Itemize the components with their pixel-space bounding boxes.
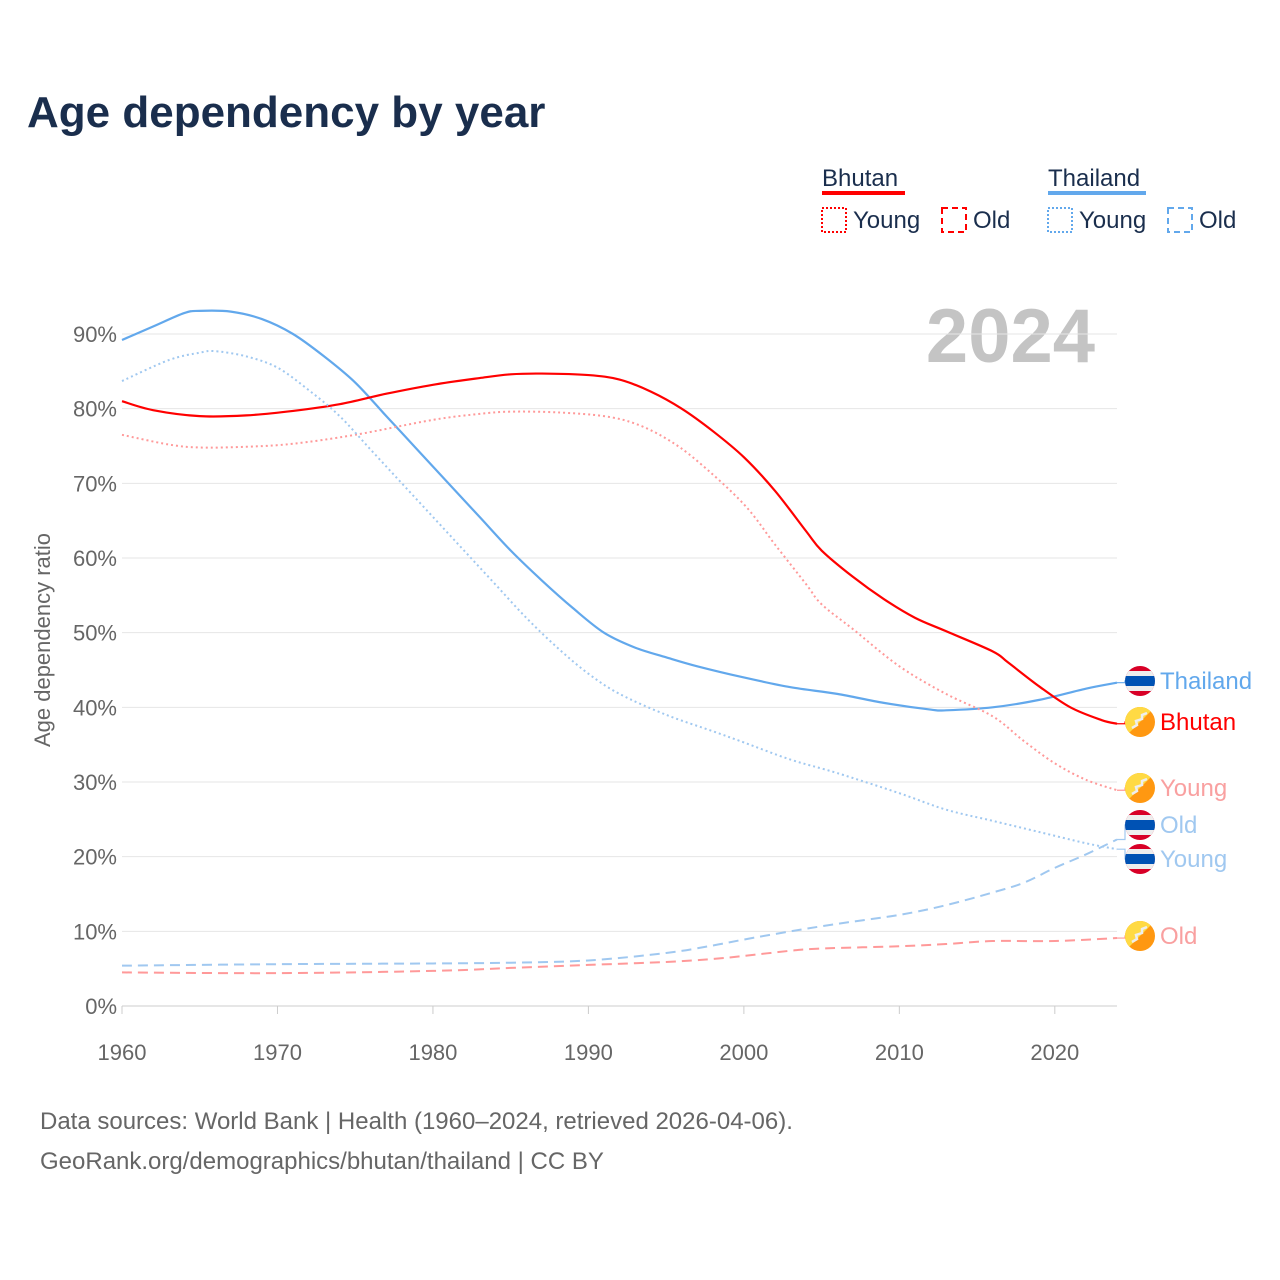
y-tick-label: 30% — [73, 770, 117, 795]
label-connector — [1117, 680, 1126, 684]
legend-group-bhutan[interactable]: Bhutan — [822, 165, 898, 192]
x-tick-label: 2000 — [719, 1040, 768, 1065]
legend-swatch-old — [941, 207, 967, 233]
x-tick-label: 1960 — [98, 1040, 147, 1065]
x-tick-label: 1990 — [564, 1040, 613, 1065]
source-line-2[interactable]: GeoRank.org/demographics/bhutan/thailand… — [40, 1148, 604, 1175]
thailand-flag-icon — [1125, 810, 1155, 840]
end-label-bhutan: Bhutan — [1160, 709, 1236, 736]
label-connector — [1117, 824, 1126, 841]
series-line-thailand — [121, 309, 1118, 712]
bhutan-flag-icon — [1125, 707, 1155, 737]
legend-line — [822, 191, 905, 195]
bhutan-flag-icon — [1125, 773, 1155, 803]
y-tick-label: 0% — [85, 994, 117, 1019]
legend-line — [1048, 191, 1146, 195]
y-tick-label: 90% — [73, 322, 117, 347]
thailand-flag-icon — [1125, 844, 1155, 874]
label-connector — [1117, 787, 1126, 791]
series-line-bhutan — [121, 372, 1118, 725]
x-tick-label: 2020 — [1030, 1040, 1079, 1065]
y-tick-label: 80% — [73, 397, 117, 422]
legend-swatch-young — [1047, 207, 1073, 233]
legend-swatch-young — [821, 207, 847, 233]
legend-swatch-old — [1167, 207, 1193, 233]
end-label-bhutan-old: Old — [1160, 923, 1197, 950]
x-tick-label: 2010 — [875, 1040, 924, 1065]
x-tick-label: 1970 — [253, 1040, 302, 1065]
thailand-flag-icon — [1125, 666, 1155, 696]
legend-item-bhutan-young[interactable]: Young — [853, 207, 920, 234]
end-label-bhutan-young: Young — [1160, 775, 1227, 802]
legend-item-thailand-old[interactable]: Old — [1199, 207, 1236, 234]
source-line-1: Data sources: World Bank | Health (1960–… — [40, 1108, 793, 1135]
end-label-thailand: Thailand — [1160, 668, 1252, 695]
series-line-thailand-young — [121, 349, 1118, 851]
y-tick-label: 10% — [73, 919, 117, 944]
label-connector — [1117, 848, 1126, 860]
end-label-thailand-old: Old — [1160, 812, 1197, 839]
label-connector — [1117, 935, 1126, 939]
y-tick-label: 60% — [73, 546, 117, 571]
y-tick-label: 50% — [73, 621, 117, 646]
legend-item-bhutan-old[interactable]: Old — [973, 207, 1010, 234]
series-line-bhutan-old — [121, 937, 1118, 975]
year-badge: 2024 — [926, 294, 1095, 379]
y-tick-label: 20% — [73, 845, 117, 870]
series-line-thailand-old — [121, 838, 1118, 967]
legend-item-thailand-young[interactable]: Young — [1079, 207, 1146, 234]
y-axis-label: Age dependency ratio — [30, 533, 55, 747]
x-tick-label: 1980 — [408, 1040, 457, 1065]
y-tick-label: 70% — [73, 471, 117, 496]
end-label-thailand-young: Young — [1160, 846, 1227, 873]
bhutan-flag-icon — [1125, 921, 1155, 951]
legend-group-thailand[interactable]: Thailand — [1048, 165, 1140, 192]
label-connector — [1117, 721, 1126, 725]
chart-title: Age dependency by year — [27, 88, 546, 137]
series-line-bhutan-young — [121, 410, 1118, 792]
y-tick-label: 40% — [73, 695, 117, 720]
